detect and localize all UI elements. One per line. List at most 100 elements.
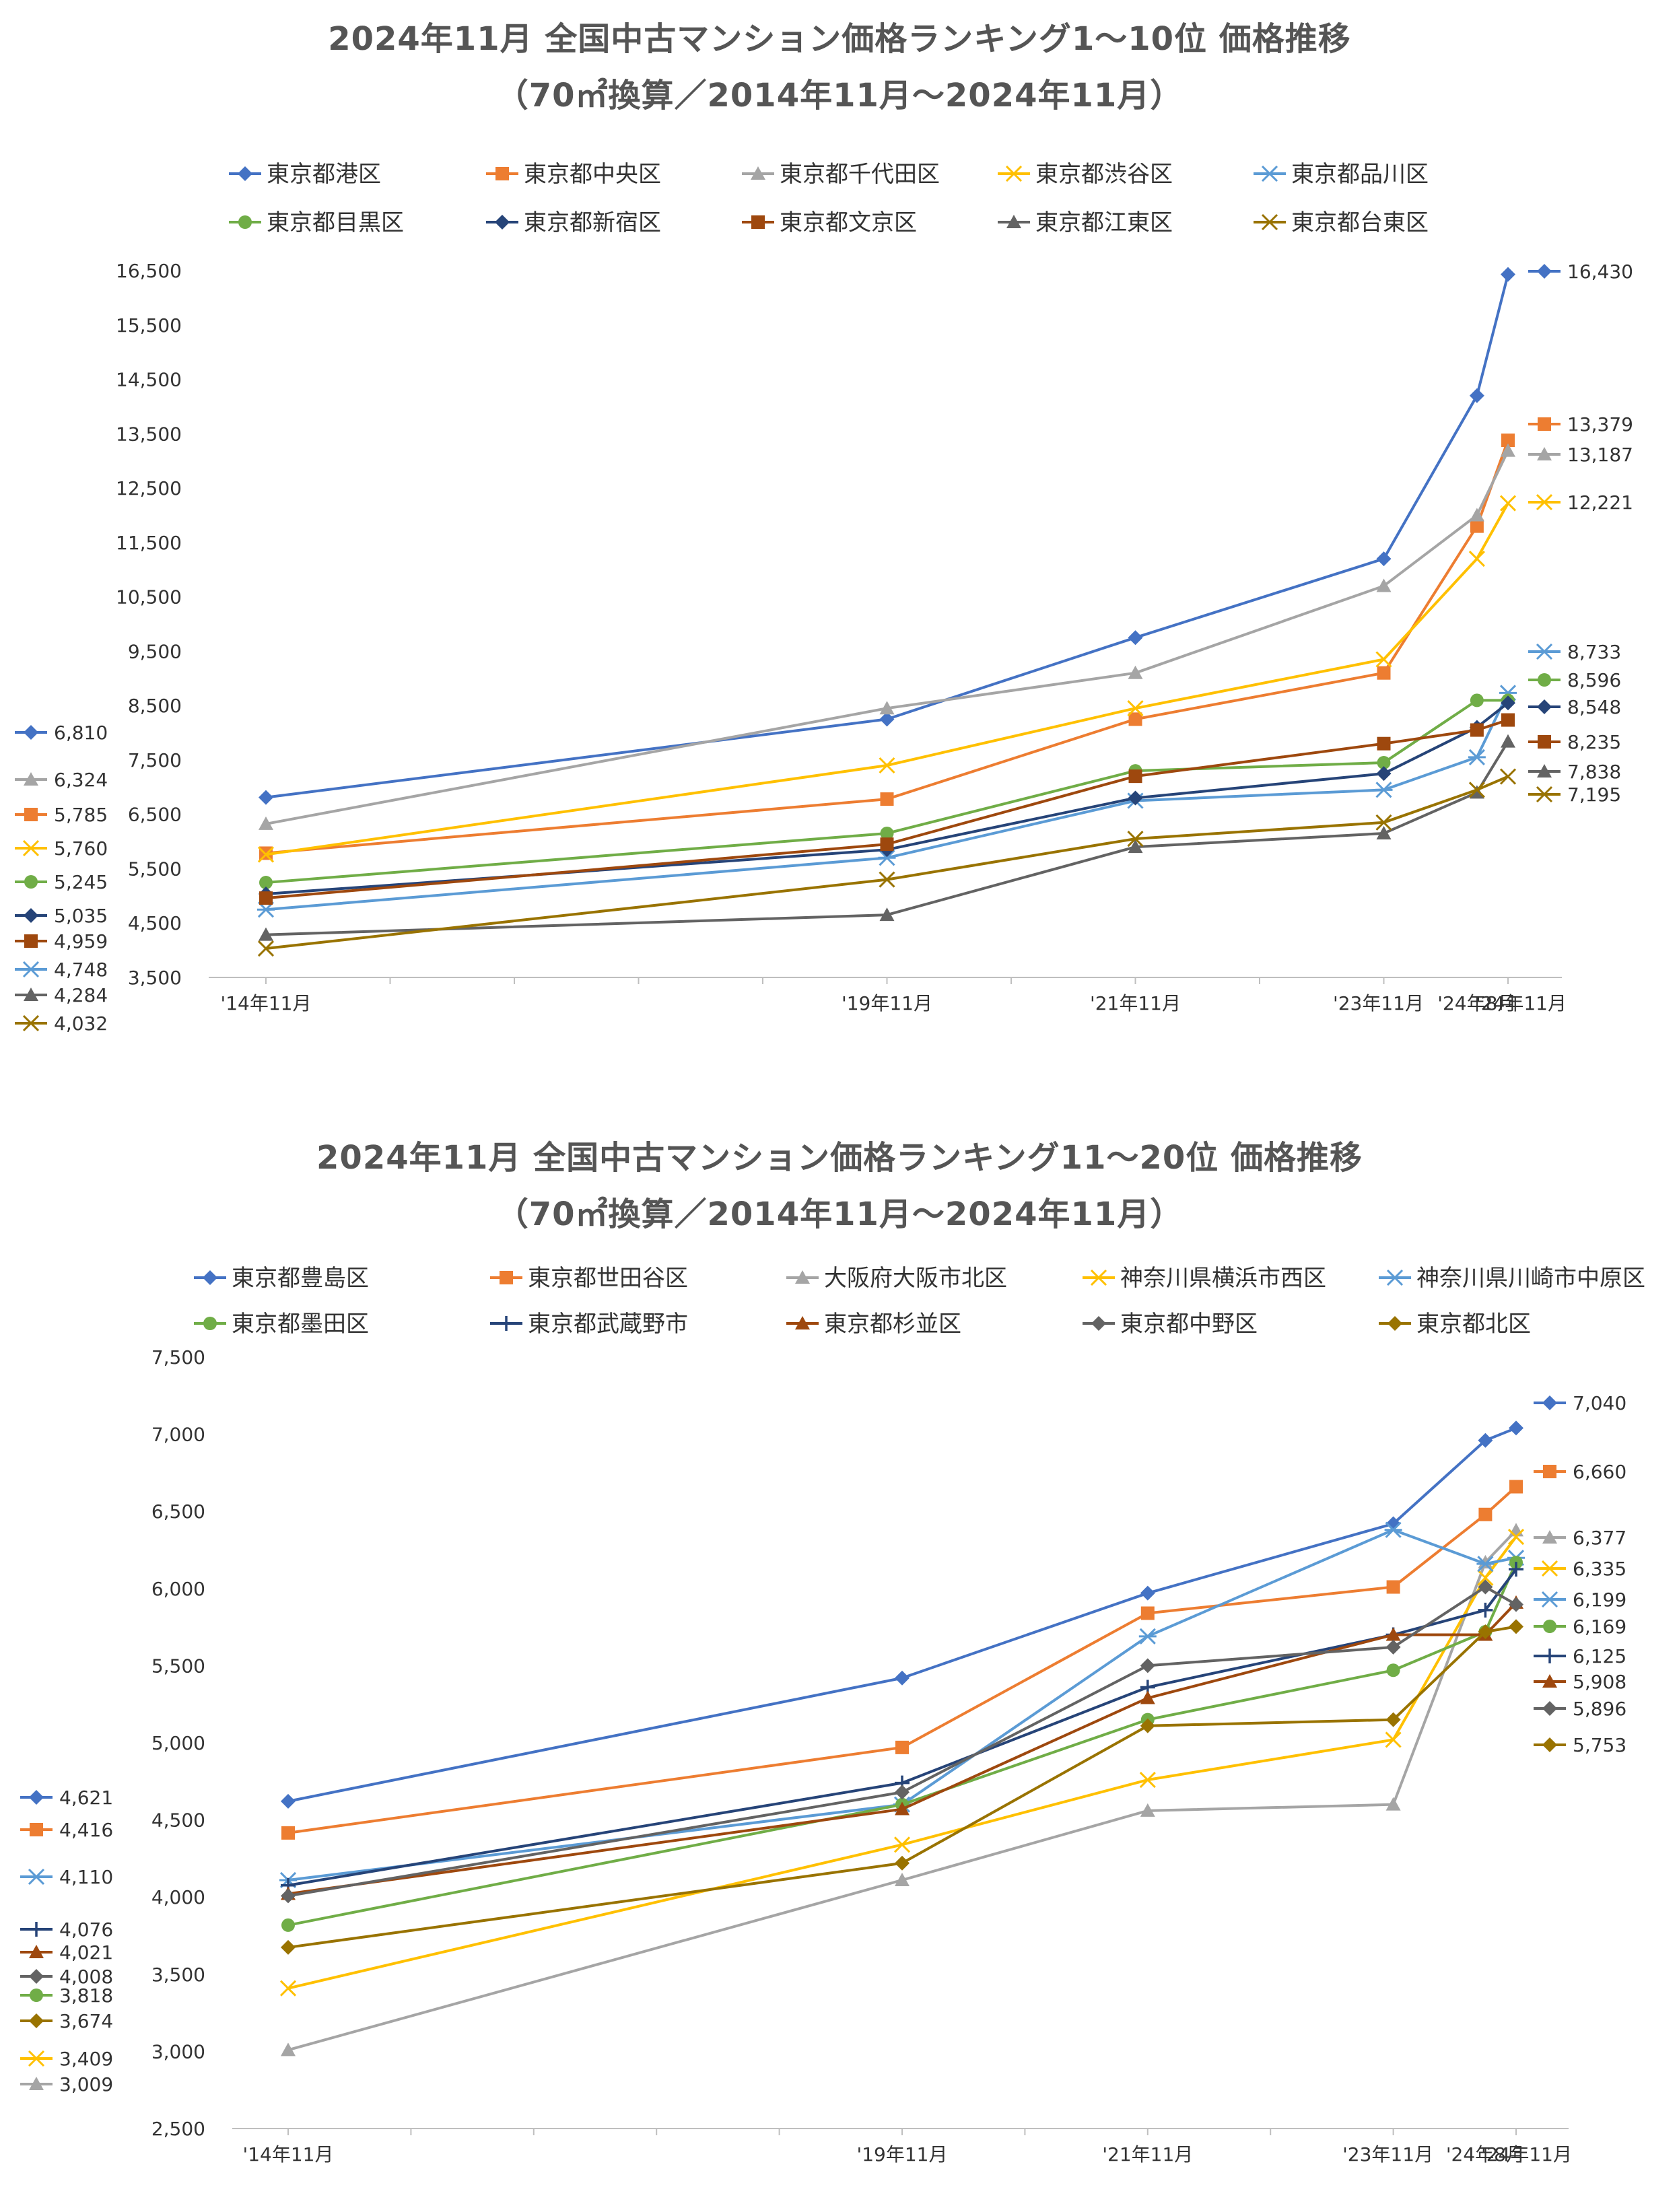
y-tick-label: 3,500 bbox=[151, 1964, 205, 1986]
legend-marker bbox=[1005, 165, 1023, 182]
data-point bbox=[1376, 825, 1392, 839]
y-tick-label: 7,000 bbox=[151, 1424, 205, 1446]
data-point bbox=[1468, 782, 1485, 798]
end-value-label: 5,908 bbox=[1534, 1671, 1626, 1693]
legend-entry: 東京都豊島区 bbox=[194, 1265, 369, 1292]
y-tick-label: 7,500 bbox=[151, 1346, 205, 1369]
end-label-marker bbox=[1542, 1530, 1557, 1544]
series-line bbox=[265, 450, 1509, 825]
y-tick-label: 11,500 bbox=[116, 532, 182, 554]
series-group bbox=[257, 768, 1517, 957]
series-group bbox=[259, 443, 1515, 830]
start-label-text: 6,324 bbox=[54, 769, 108, 791]
chart-1-title: 2024年11月 全国中古マンション価格ランキング1～10位 価格推移 bbox=[328, 20, 1351, 58]
legend-entry: 大阪府大阪市北区 bbox=[786, 1265, 1007, 1292]
legend-marker bbox=[795, 1316, 810, 1329]
series-line bbox=[265, 440, 1509, 855]
data-point bbox=[281, 1939, 296, 1955]
y-tick-label: 9,500 bbox=[128, 640, 182, 662]
end-label-marker bbox=[1538, 673, 1551, 687]
legend-label: 神奈川県横浜市西区 bbox=[1120, 1265, 1326, 1292]
end-value-label: 8,235 bbox=[1528, 731, 1621, 753]
end-label-marker bbox=[1542, 1737, 1557, 1752]
legend-entry: 東京都港区 bbox=[229, 161, 381, 188]
start-label-text: 4,076 bbox=[59, 1919, 113, 1941]
legend-entry: 東京都世田谷区 bbox=[490, 1265, 688, 1292]
series-group bbox=[281, 1420, 1523, 1809]
y-tick-label: 4,000 bbox=[151, 1886, 205, 1908]
end-value-label: 16,430 bbox=[1528, 261, 1633, 283]
end-label-text: 6,125 bbox=[1573, 1645, 1626, 1667]
start-label-marker bbox=[29, 1945, 44, 1958]
data-point bbox=[1478, 1602, 1493, 1618]
legend-marker bbox=[1090, 1269, 1107, 1286]
data-point bbox=[1501, 443, 1515, 457]
end-label-marker bbox=[1536, 786, 1553, 803]
data-point bbox=[281, 1888, 296, 1904]
legend-label: 東京都中野区 bbox=[1120, 1311, 1258, 1338]
data-point bbox=[1128, 769, 1142, 784]
end-label-marker bbox=[1537, 764, 1552, 777]
data-point bbox=[1127, 700, 1144, 717]
x-tick-label: '19年11月 bbox=[857, 2143, 948, 2166]
data-point bbox=[1509, 1597, 1523, 1612]
data-point bbox=[895, 1801, 910, 1816]
start-label-text: 4,748 bbox=[54, 959, 108, 981]
end-value-label: 8,548 bbox=[1528, 696, 1621, 718]
x-tick-label: '24年8月 bbox=[1446, 2143, 1525, 2166]
series-group bbox=[259, 267, 1515, 805]
end-label-text: 5,753 bbox=[1573, 1734, 1626, 1756]
series-line bbox=[265, 274, 1509, 799]
legend-label: 東京都品川区 bbox=[1291, 161, 1429, 188]
x-tick-label: '24年11月 bbox=[1481, 2143, 1572, 2166]
end-label-marker bbox=[1543, 1620, 1556, 1633]
start-label-marker bbox=[29, 1790, 44, 1805]
data-point bbox=[259, 816, 273, 830]
data-point bbox=[1128, 665, 1143, 679]
y-tick-label: 5,500 bbox=[151, 1655, 205, 1677]
data-point bbox=[1385, 1516, 1401, 1531]
data-point bbox=[259, 876, 273, 890]
data-point bbox=[1468, 749, 1486, 765]
chart-1: 2024年11月 全国中古マンション価格ランキング1～10位 価格推移 （70㎡… bbox=[0, 0, 1679, 1091]
end-value-label: 6,660 bbox=[1534, 1461, 1626, 1483]
data-point bbox=[1128, 630, 1143, 646]
legend-marker bbox=[203, 1317, 217, 1330]
data-point bbox=[895, 1740, 909, 1754]
data-point bbox=[281, 1918, 295, 1932]
start-label-text: 4,008 bbox=[59, 1966, 113, 1988]
y-tick-label: 8,500 bbox=[128, 695, 182, 717]
end-label-text: 7,838 bbox=[1567, 761, 1621, 783]
chart-2-title: 2024年11月 全国中古マンション価格ランキング11～20位 価格推移 bbox=[316, 1139, 1363, 1177]
legend-marker bbox=[499, 1316, 514, 1331]
y-tick-label: 4,500 bbox=[151, 1809, 205, 1832]
data-point bbox=[1377, 755, 1391, 769]
legend-entry: 東京都品川区 bbox=[1254, 161, 1429, 188]
data-point bbox=[1138, 1628, 1157, 1645]
start-label-text: 5,760 bbox=[54, 837, 108, 860]
data-point bbox=[895, 1855, 910, 1871]
start-value-label: 4,076 bbox=[20, 1919, 113, 1941]
end-label-marker bbox=[1537, 264, 1552, 279]
data-point bbox=[1128, 839, 1143, 854]
end-label-marker bbox=[1536, 493, 1553, 511]
x-tick-label: '21年11月 bbox=[1090, 992, 1181, 1014]
end-value-label: 5,896 bbox=[1534, 1698, 1626, 1720]
data-point bbox=[281, 2042, 296, 2057]
legend-entry: 東京都墨田区 bbox=[194, 1311, 369, 1338]
data-point bbox=[1499, 768, 1517, 785]
series-group bbox=[281, 1480, 1523, 1840]
data-point bbox=[895, 1670, 910, 1686]
legend-entry: 東京都中央区 bbox=[486, 161, 661, 188]
end-value-label: 8,596 bbox=[1528, 669, 1621, 691]
end-label-text: 8,596 bbox=[1567, 669, 1621, 691]
legend-marker bbox=[495, 167, 509, 180]
data-point bbox=[1140, 1658, 1155, 1673]
end-label-text: 8,235 bbox=[1567, 731, 1621, 753]
end-value-label: 6,125 bbox=[1534, 1645, 1626, 1667]
series-group bbox=[281, 1619, 1523, 1955]
data-point bbox=[281, 1826, 295, 1840]
data-point bbox=[1376, 766, 1392, 782]
series-line bbox=[287, 1585, 1517, 1898]
start-value-label: 4,748 bbox=[15, 959, 108, 981]
